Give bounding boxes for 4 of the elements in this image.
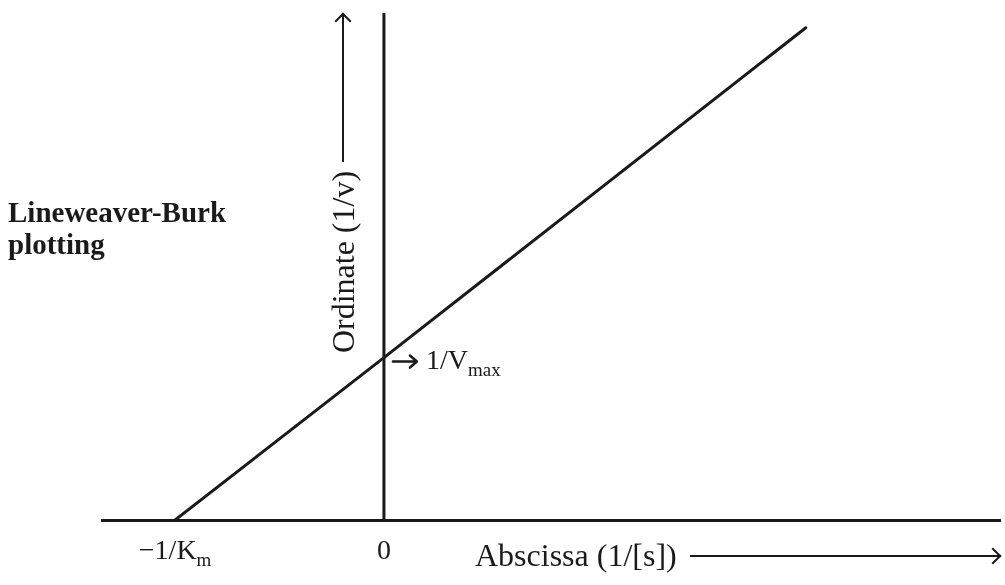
text: Lineweaver-Burk plotting — [8, 196, 227, 261]
x-tick-label: 0 — [376, 534, 391, 566]
x-axis-title: Abscissa (1/[s]) — [475, 536, 677, 574]
y-axis-title: Ordinate (1/v) — [324, 170, 362, 354]
